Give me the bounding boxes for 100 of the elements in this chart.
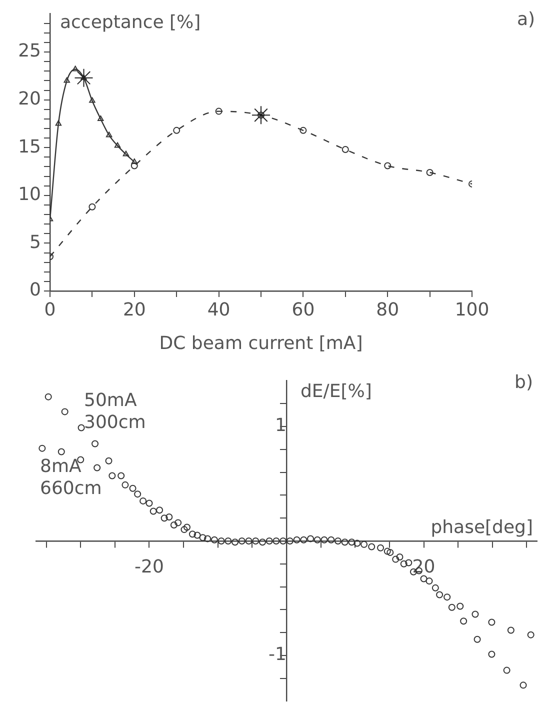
- point: [258, 538, 266, 546]
- y-tick-label: 0: [30, 280, 41, 301]
- point: [448, 604, 456, 611]
- y-tick-label: 25: [18, 40, 41, 62]
- point: [118, 472, 125, 480]
- point: [386, 548, 394, 556]
- point: [188, 530, 196, 538]
- point: [224, 538, 232, 544]
- point: [272, 538, 280, 544]
- point: [80, 74, 87, 80]
- point: [156, 506, 164, 514]
- point: [122, 481, 129, 488]
- point: [92, 440, 99, 448]
- y-tick-label: 15: [18, 136, 41, 158]
- point: [150, 508, 157, 515]
- point: [392, 556, 400, 563]
- annotation: 50mA 300cm: [84, 390, 146, 433]
- point: [252, 538, 260, 544]
- x-tick-label: 60: [292, 299, 315, 320]
- point: [258, 112, 264, 119]
- point: [488, 618, 496, 626]
- point: [252, 106, 270, 125]
- x-tick-label: -20: [134, 556, 164, 578]
- point: [204, 535, 212, 542]
- point: [44, 393, 52, 400]
- point: [320, 536, 328, 544]
- point: [232, 538, 239, 546]
- y-tick-label: 10: [18, 184, 41, 206]
- point: [396, 554, 404, 561]
- point: [58, 448, 65, 456]
- point: [38, 444, 46, 452]
- point: [405, 559, 412, 566]
- point: [334, 538, 342, 544]
- point: [114, 142, 121, 148]
- point: [286, 538, 294, 544]
- annotation: b): [514, 372, 533, 393]
- point: [527, 631, 534, 638]
- point: [328, 536, 335, 544]
- y-tick-label: 5: [30, 232, 41, 253]
- point: [55, 120, 62, 126]
- point: [488, 650, 496, 658]
- point: [307, 535, 314, 542]
- point: [293, 536, 300, 544]
- point: [342, 146, 349, 154]
- point: [426, 168, 434, 176]
- x-tick-label: 80: [376, 299, 400, 320]
- point: [377, 544, 384, 552]
- x-tick-label: 20: [122, 299, 146, 320]
- x-tick-label: 0: [44, 299, 56, 320]
- x-tick-label: 40: [207, 299, 230, 320]
- point: [129, 484, 136, 492]
- point: [444, 594, 451, 601]
- y-axis-title: dE/E[%]: [300, 380, 372, 402]
- point: [245, 538, 252, 544]
- y-tick-label: 20: [18, 88, 41, 110]
- point: [341, 538, 348, 546]
- point: [122, 150, 130, 156]
- point: [210, 536, 218, 544]
- point: [134, 490, 142, 498]
- point: [400, 560, 408, 568]
- point: [72, 66, 78, 72]
- y-tick-label: -1: [268, 644, 286, 666]
- point: [160, 514, 168, 522]
- point: [472, 610, 479, 618]
- point: [300, 126, 307, 134]
- x-axis-title: DC beam current [mA]: [159, 333, 363, 354]
- point: [106, 132, 112, 138]
- point: [314, 536, 321, 544]
- point: [280, 538, 287, 544]
- point: [174, 519, 182, 526]
- point: [105, 457, 112, 464]
- point: [98, 115, 104, 121]
- point: [131, 158, 138, 164]
- x-tick-label: 100: [454, 299, 490, 320]
- point: [64, 77, 70, 83]
- point: [146, 500, 153, 507]
- point: [460, 618, 468, 625]
- point: [140, 497, 147, 504]
- point: [436, 591, 444, 598]
- point: [89, 97, 96, 103]
- point: [238, 538, 246, 544]
- point: [300, 536, 308, 544]
- point: [108, 472, 116, 480]
- point: [170, 521, 178, 528]
- point: [183, 524, 190, 531]
- point: [266, 538, 273, 544]
- point: [507, 626, 514, 634]
- y-axis-title: acceptance [%]: [60, 12, 201, 33]
- point: [456, 602, 464, 610]
- point: [354, 540, 361, 547]
- point: [74, 68, 94, 88]
- point: [166, 513, 173, 520]
- point: [360, 540, 368, 548]
- annotation: 8mA 660cm: [40, 456, 102, 499]
- point: [503, 666, 510, 674]
- point: [420, 575, 428, 582]
- x-axis-title: phase[deg]: [430, 517, 533, 538]
- point: [215, 108, 222, 115]
- point: [520, 682, 527, 689]
- text: a): [516, 9, 535, 30]
